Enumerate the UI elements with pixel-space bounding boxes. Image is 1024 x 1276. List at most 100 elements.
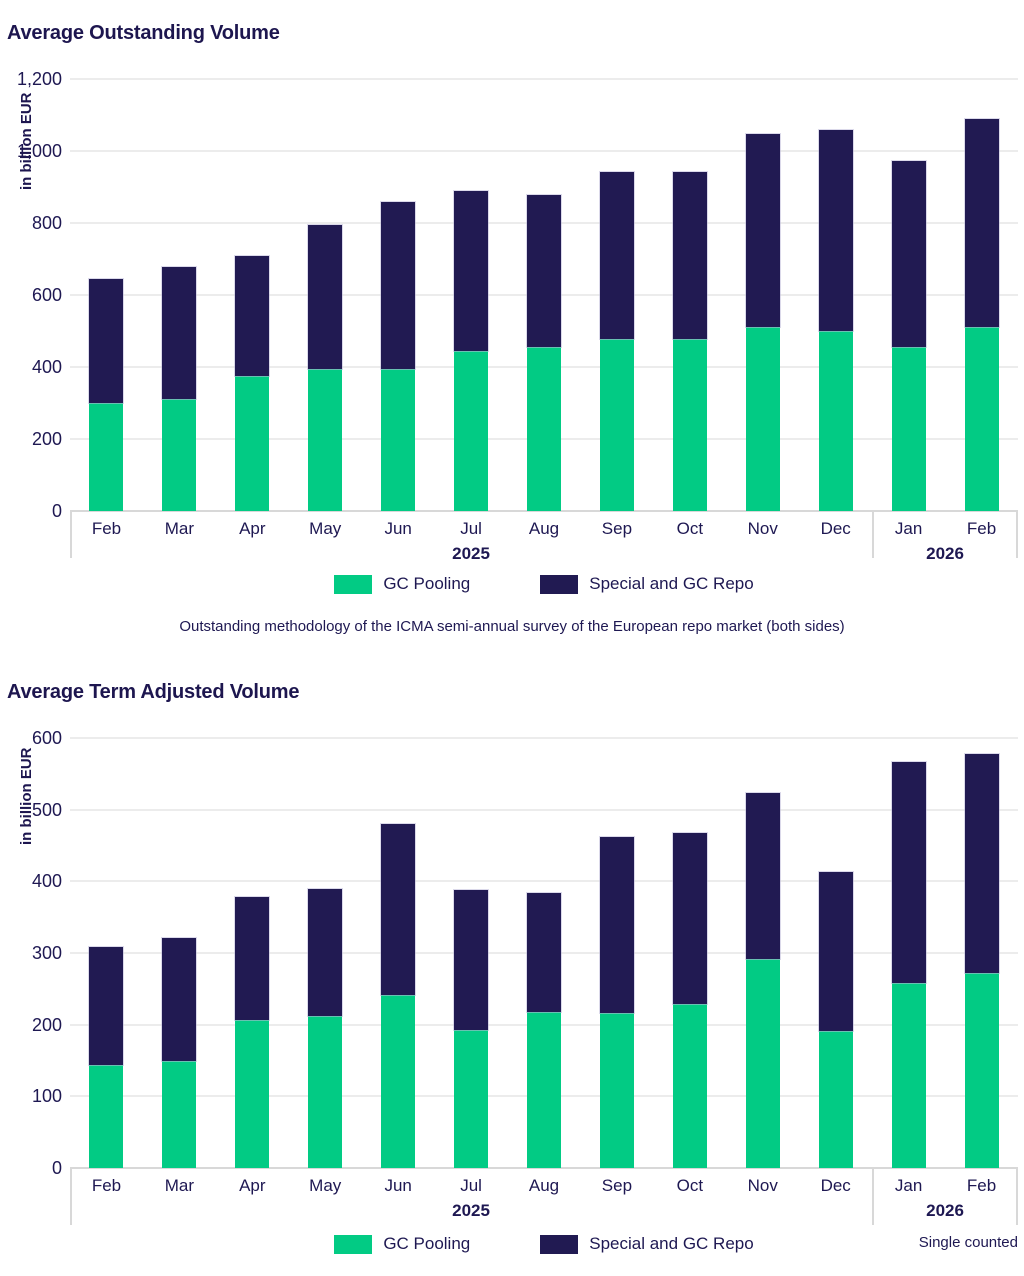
y-tick-0: 0	[51, 1158, 62, 1178]
bar-mar-1	[161, 738, 198, 1168]
bar-segment-special-gc-repo	[963, 118, 1000, 328]
bar-segment-special-gc-repo	[817, 871, 854, 1032]
chart-title-term-adjusted: Average Term Adjusted Volume	[7, 681, 300, 703]
x-tick-feb-0: Feb	[91, 1176, 122, 1195]
bar-segment-special-gc-repo	[598, 171, 635, 340]
bar-segment-special-gc-repo	[88, 946, 125, 1066]
x-tick-jan-11: Jan	[894, 519, 923, 538]
bar-oct-8	[671, 79, 708, 511]
legend-item-special-repo: Special and GC Repo	[540, 1234, 754, 1254]
x-tick-aug-6: Aug	[528, 519, 560, 538]
x-tick-oct-8: Oct	[676, 1176, 704, 1195]
bar-segment-special-gc-repo	[526, 194, 562, 348]
outstanding-volume-plot: 0 200 400 600 800 1,000 1,200 Feb Mar Apr May Jun Ju…	[17, 69, 1018, 563]
bar-segment-gc-pooling	[599, 1013, 634, 1168]
bar-segment-gc-pooling	[381, 369, 416, 511]
year-label-2025: 2025	[452, 544, 490, 563]
bar-segment-special-gc-repo	[161, 266, 198, 400]
bar-segment-gc-pooling	[818, 1031, 853, 1168]
bar-segment-special-gc-repo	[307, 888, 344, 1017]
axis-year-divider	[872, 511, 875, 558]
year-label-2026: 2026	[926, 1201, 964, 1220]
legend-outstanding: GC Pooling Special and GC Repo	[70, 574, 1018, 594]
x-tick-jul-5: Jul	[460, 519, 482, 538]
x-tick-dec-10: Dec	[820, 519, 851, 538]
bar-segment-gc-pooling	[818, 331, 853, 511]
bar-jun-4	[380, 738, 417, 1168]
x-tick-mar-1: Mar	[164, 519, 195, 538]
y-tick-400: 400	[31, 357, 62, 377]
axis-band-border	[1016, 511, 1018, 558]
y-tick-800: 800	[31, 213, 62, 233]
axis-year-divider	[872, 1168, 875, 1225]
x-tick-nov-9: Nov	[747, 519, 778, 538]
y-tick-1200: 1,200	[16, 69, 62, 89]
bar-segment-special-gc-repo	[526, 892, 562, 1013]
bar-segment-gc-pooling	[672, 339, 707, 511]
bar-segment-gc-pooling	[527, 347, 561, 511]
bar-aug-6	[526, 79, 562, 511]
legend-label-special-repo: Special and GC Repo	[589, 574, 754, 593]
bar-apr-2	[234, 738, 271, 1168]
bar-segment-gc-pooling	[891, 347, 926, 511]
x-tick-mar-1: Mar	[164, 1176, 195, 1195]
bar-segment-special-gc-repo	[88, 278, 125, 404]
x-tick-sep-7: Sep	[601, 1176, 633, 1195]
term-adjusted-volume-plot: 0 100 200 300 400 500 600 Feb Mar Apr May Jun Jul Aug…	[32, 728, 1018, 1225]
x-tick-may-3: May	[309, 1176, 342, 1195]
legend-term-adjusted: GC Pooling Special and GC Repo	[70, 1234, 1018, 1254]
bar-sep-7	[598, 738, 635, 1168]
bar-jan-11	[890, 738, 927, 1168]
year-label-2026: 2026	[926, 544, 964, 563]
legend-item-special-repo: Special and GC Repo	[540, 574, 754, 594]
legend-item-gc-pooling: GC Pooling	[334, 1234, 470, 1254]
special-repo-swatch	[540, 1234, 579, 1254]
bar-segment-gc-pooling	[745, 327, 780, 511]
x-tick-aug-6: Aug	[528, 1176, 560, 1195]
bar-segment-special-gc-repo	[234, 896, 271, 1021]
bar-segment-gc-pooling	[454, 1030, 489, 1168]
bar-segment-gc-pooling	[964, 327, 999, 511]
gridline-0	[70, 1167, 1018, 1169]
y-tick-600: 600	[31, 728, 62, 748]
bar-jul-5	[453, 738, 490, 1168]
gridline-400	[70, 880, 1018, 883]
bar-segment-special-gc-repo	[817, 129, 854, 332]
gridline-1200	[70, 78, 1018, 80]
y-tick-300: 300	[31, 943, 62, 963]
bar-segment-gc-pooling	[672, 1004, 707, 1168]
bar-segment-special-gc-repo	[671, 832, 708, 1005]
bar-nov-9	[744, 738, 781, 1168]
methodology-footnote: Outstanding methodology of the ICMA semi…	[179, 618, 845, 635]
x-tick-jun-4: Jun	[384, 1176, 412, 1195]
year-label-2025: 2025	[452, 1201, 490, 1220]
bar-segment-gc-pooling	[308, 369, 343, 511]
x-tick-feb-0: Feb	[91, 519, 122, 538]
gridline-0	[70, 510, 1018, 512]
bar-feb-0	[88, 79, 125, 511]
bar-feb-0	[88, 738, 125, 1168]
gc-pooling-swatch	[334, 1234, 373, 1254]
bar-segment-gc-pooling	[235, 1020, 270, 1168]
bar-mar-1	[161, 79, 198, 511]
bar-segment-special-gc-repo	[744, 133, 781, 328]
bar-segment-gc-pooling	[308, 1016, 343, 1168]
bar-jul-5	[453, 79, 490, 511]
special-repo-swatch	[540, 574, 579, 594]
x-tick-oct-8: Oct	[676, 519, 704, 538]
bar-dec-10	[817, 738, 854, 1168]
chart-title-outstanding: Average Outstanding Volume	[7, 22, 280, 44]
bar-segment-gc-pooling	[162, 1061, 197, 1168]
y-tick-0: 0	[51, 501, 62, 521]
x-tick-feb-12: Feb	[966, 519, 997, 538]
bar-segment-special-gc-repo	[963, 753, 1000, 974]
y-tick-200: 200	[31, 1014, 62, 1035]
y-tick-600: 600	[31, 285, 62, 305]
x-tick-apr-2: Apr	[239, 519, 266, 538]
axis-band-border	[70, 1168, 72, 1225]
bar-segment-special-gc-repo	[453, 889, 490, 1031]
bar-segment-special-gc-repo	[380, 201, 417, 370]
x-tick-jan-11: Jan	[894, 1176, 923, 1195]
bar-segment-special-gc-repo	[744, 792, 781, 960]
